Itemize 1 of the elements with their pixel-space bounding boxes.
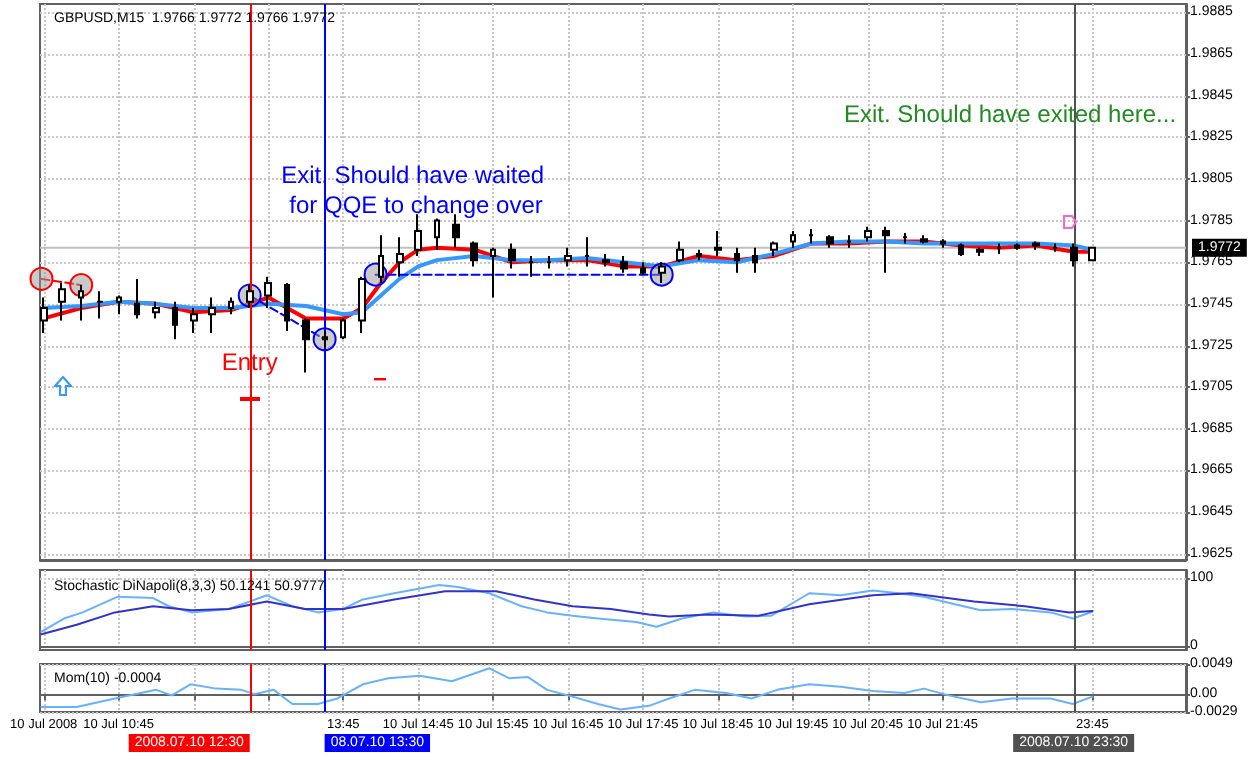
annotation: Exit. Should have waited for QQE to change over xyxy=(281,161,551,219)
